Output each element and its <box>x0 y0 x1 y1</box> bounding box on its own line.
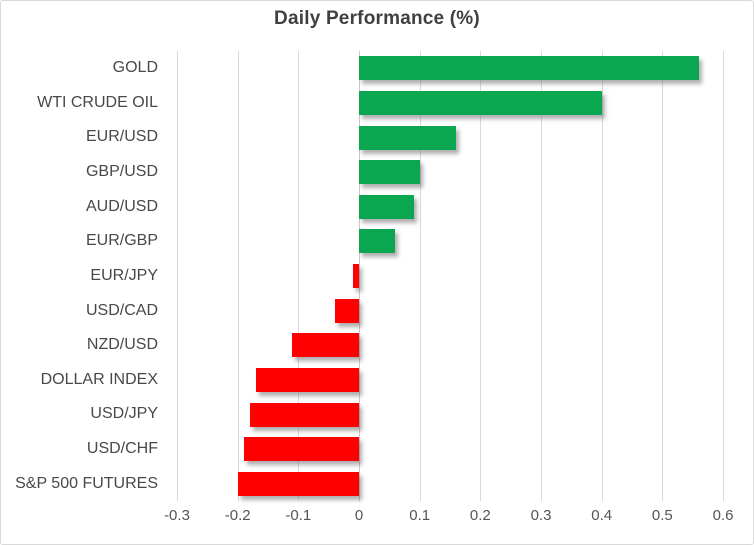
category-label-gbp-usd: GBP/USD <box>85 163 158 181</box>
bar-nzd-usd <box>292 333 359 358</box>
category-label-wti-crude-oil: WTI CRUDE OIL <box>37 93 158 111</box>
category-label-aud-usd: AUD/USD <box>85 197 158 215</box>
chart-title: Daily Performance (%) <box>274 8 480 29</box>
x-tick-0.5: 0.5 <box>651 507 673 524</box>
bar-gold <box>359 56 699 81</box>
gridline-0.3 <box>541 51 542 501</box>
gridline-0.6 <box>723 51 724 501</box>
x-tick--0.1: -0.1 <box>285 507 312 524</box>
x-tick-0: 0 <box>354 507 364 524</box>
bar-eur-gbp <box>359 229 396 254</box>
bar-wti-crude-oil <box>359 90 602 115</box>
x-tick-0.6: 0.6 <box>712 507 734 524</box>
gridline-0.1 <box>419 51 421 501</box>
bar-aud-usd <box>359 194 414 219</box>
x-tick-0.2: 0.2 <box>469 507 491 524</box>
gridline-0.5 <box>662 51 664 501</box>
bar-dollar-index <box>255 367 359 392</box>
category-label-s-p-500-futures: S&P 500 FUTURES <box>15 474 158 492</box>
bar-eur-jpy <box>352 264 359 288</box>
bar-usd-cad <box>334 298 359 323</box>
x-tick-0.4: 0.4 <box>591 507 613 524</box>
gridline-0.4 <box>601 51 603 501</box>
bar-usd-jpy <box>249 402 359 427</box>
category-label-eur-jpy: EUR/JPY <box>90 266 158 284</box>
x-tick--0.3: -0.3 <box>164 507 190 524</box>
x-tick-0.1: 0.1 <box>409 507 431 524</box>
gridline--0.2 <box>237 51 239 501</box>
category-label-eur-usd: EUR/USD <box>85 128 158 146</box>
gridline--0.1 <box>298 51 300 501</box>
gridline-0.2 <box>480 51 482 501</box>
gridline--0.3 <box>177 51 178 501</box>
category-label-gold: GOLD <box>112 59 158 77</box>
category-label-dollar-index: DOLLAR INDEX <box>40 370 158 388</box>
category-label-usd-jpy: USD/JPY <box>90 405 158 423</box>
category-label-nzd-usd: NZD/USD <box>86 336 158 354</box>
bar-eur-usd <box>359 125 457 150</box>
bar-usd-chf <box>243 437 359 462</box>
x-tick--0.2: -0.2 <box>224 507 251 524</box>
bar-s-p-500-futures <box>237 471 359 496</box>
x-tick-0.3: 0.3 <box>530 507 552 524</box>
zero-gridline <box>359 51 360 501</box>
category-label-eur-gbp: EUR/GBP <box>85 232 158 250</box>
category-label-usd-cad: USD/CAD <box>85 301 158 319</box>
bar-gbp-usd <box>359 160 420 185</box>
category-label-usd-chf: USD/CHF <box>86 440 158 458</box>
